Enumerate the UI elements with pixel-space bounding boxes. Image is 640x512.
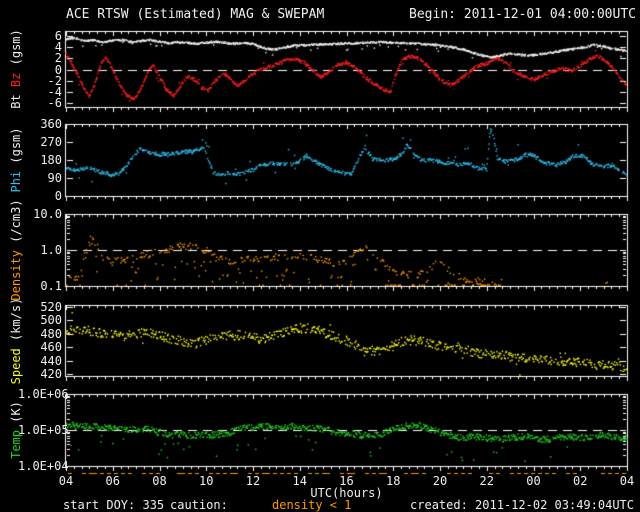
y-tick-label: -6 bbox=[47, 96, 62, 110]
x-axis-title: UTC(hours) bbox=[310, 486, 383, 500]
y-tick-label: 460 bbox=[40, 340, 62, 354]
panel-y-axis-label-part: Bt bbox=[9, 87, 23, 109]
y-tick-label: 6 bbox=[54, 29, 62, 43]
panel-y-axis-label-part: (km/s) bbox=[9, 297, 23, 348]
y-tick-label: 420 bbox=[40, 367, 62, 381]
x-tick-label: 20 bbox=[432, 474, 448, 488]
y-tick-label: 1.0E+06 bbox=[18, 387, 69, 401]
panel-y-axis-label: Temp (K) bbox=[9, 401, 23, 459]
y-tick-label: 90 bbox=[47, 171, 62, 185]
y-tick-label: 480 bbox=[40, 327, 62, 341]
page-title: ACE RTSW (Estimated) MAG & SWEPAM bbox=[66, 7, 325, 22]
panel-y-axis-label-part: Bz bbox=[9, 72, 23, 88]
y-tick-label: 180 bbox=[40, 153, 62, 167]
panel-y-axis-label: Speed (km/s) bbox=[9, 297, 23, 384]
footer-caution-label: caution: bbox=[170, 498, 228, 512]
panel-y-axis-label-part: Speed bbox=[9, 347, 23, 384]
panel-y-axis-label: Bt Bz (gsm) bbox=[9, 29, 23, 109]
y-tick-label: 500 bbox=[40, 313, 62, 327]
x-tick-label: 22 bbox=[479, 474, 494, 488]
panel-y-axis-label: Density (/cm3) bbox=[9, 199, 23, 300]
x-tick-label: 14 bbox=[292, 474, 307, 488]
y-tick-label: 0 bbox=[54, 63, 62, 77]
x-tick-label: 06 bbox=[105, 474, 120, 488]
y-tick-label: 360 bbox=[40, 117, 62, 131]
panel-y-axis-label: Phi (gsm) bbox=[9, 127, 23, 192]
begin-timestamp: Begin: 2011-12-01 04:00:00UTC bbox=[409, 7, 636, 22]
y-tick-label: 4 bbox=[54, 40, 62, 54]
x-tick-label: 04 bbox=[619, 474, 635, 488]
panel-y-axis-label-part: Phi bbox=[9, 170, 23, 193]
x-tick-label: 18 bbox=[386, 474, 401, 488]
y-tick-label: 2 bbox=[54, 51, 62, 65]
panel-y-axis-label-part: (gsm) bbox=[9, 29, 23, 73]
y-tick-label: 520 bbox=[40, 300, 62, 314]
panel-y-axis-label-part: (/cm3) bbox=[9, 199, 23, 250]
y-tick-label: 270 bbox=[40, 135, 62, 149]
x-tick-label: 16 bbox=[339, 474, 354, 488]
x-tick-label: 02 bbox=[573, 474, 588, 488]
y-tick-label: -2 bbox=[47, 74, 62, 88]
panel-y-axis-label-part: Density bbox=[9, 250, 23, 301]
y-tick-label: 1.0E+04 bbox=[18, 459, 69, 473]
x-tick-label: 12 bbox=[245, 474, 261, 488]
y-tick-label: 1.0E+05 bbox=[18, 423, 69, 437]
y-tick-label: 440 bbox=[40, 354, 62, 368]
y-tick-label: 10.0 bbox=[33, 207, 62, 221]
panel-y-axis-label-part: (gsm) bbox=[9, 127, 23, 171]
y-tick-label: -4 bbox=[47, 85, 62, 99]
y-tick-label: 0.1 bbox=[40, 279, 62, 293]
panel-y-axis-label-part: Temp bbox=[9, 430, 23, 459]
x-tick-label: 08 bbox=[152, 474, 167, 488]
x-tick-label: 00 bbox=[526, 474, 541, 488]
footer-created-timestamp: created: 2011-12-02 03:49:04UTC bbox=[410, 498, 634, 512]
footer-start-doy: start DOY: 335 bbox=[63, 498, 165, 512]
panel-y-axis-label-part: (K) bbox=[9, 401, 23, 430]
x-tick-label: 04 bbox=[58, 474, 74, 488]
y-tick-label: 1.0 bbox=[40, 243, 62, 257]
y-tick-label: 0 bbox=[54, 189, 62, 203]
footer-caution-value: density < 1 bbox=[272, 498, 352, 512]
x-tick-label: 10 bbox=[199, 474, 214, 488]
